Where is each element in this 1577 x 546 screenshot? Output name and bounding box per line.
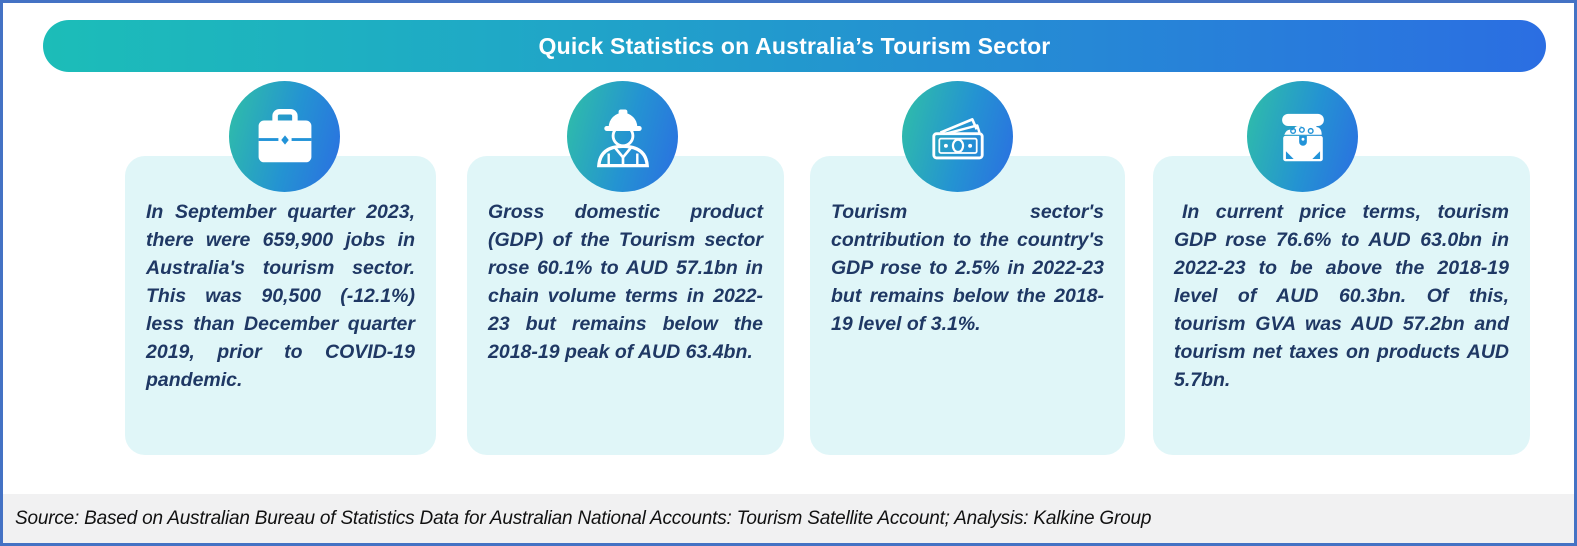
- source-bar: Source: Based on Australian Bureau of St…: [3, 494, 1574, 543]
- stat-card-jobs-text: In September quarter 2023, there were 65…: [146, 201, 415, 391]
- stat-card-jobs: In September quarter 2023, there were 65…: [125, 156, 436, 455]
- stat-card-gdp-share-text: Tourism sector's contribution to the cou…: [831, 201, 1104, 335]
- stat-card-current-price-text: In current price terms, tourism GDP rose…: [1174, 201, 1509, 391]
- briefcase-icon: [229, 81, 340, 192]
- title-bar: Quick Statistics on Australia’s Tourism …: [43, 20, 1546, 72]
- banknote-icon: [902, 81, 1013, 192]
- construction-worker-icon: [567, 81, 678, 192]
- stat-card-current-price: In current price terms, tourism GDP rose…: [1153, 156, 1530, 455]
- stat-card-gdp: Gross domestic product (GDP) of the Tour…: [467, 156, 784, 455]
- stat-card-gdp-share: Tourism sector's contribution to the cou…: [810, 156, 1125, 455]
- source-text: Source: Based on Australian Bureau of St…: [15, 507, 1152, 529]
- stat-card-gdp-text: Gross domestic product (GDP) of the Tour…: [488, 201, 763, 363]
- page-title: Quick Statistics on Australia’s Tourism …: [538, 32, 1051, 59]
- treasure-chest-icon: [1247, 81, 1358, 192]
